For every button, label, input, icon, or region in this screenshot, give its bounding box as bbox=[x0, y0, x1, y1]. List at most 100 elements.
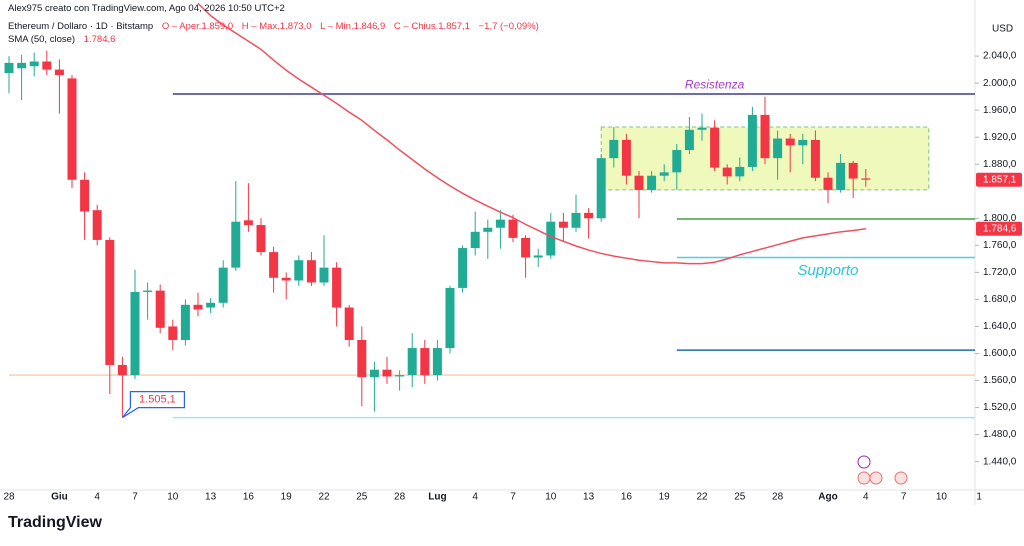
y-tick-label: 1.680,0 bbox=[983, 294, 1017, 305]
x-tick-label: 22 bbox=[318, 492, 330, 503]
y-tick-label: 1.600,0 bbox=[983, 348, 1017, 359]
candle-body bbox=[584, 212, 594, 219]
candle-body bbox=[533, 255, 543, 258]
price-tag-label: 1.857,1 bbox=[983, 174, 1017, 185]
candle-body bbox=[836, 162, 846, 190]
price-tag-label: 1.784,6 bbox=[983, 223, 1017, 234]
y-tick-label: 1.800,0 bbox=[983, 213, 1017, 224]
watermark: Alex975 creato con TradingView.com, Ago … bbox=[8, 3, 285, 14]
indicator-value: 1.784,6 bbox=[83, 34, 116, 45]
x-tick-label: 28 bbox=[394, 492, 406, 503]
candle-body bbox=[180, 304, 190, 340]
x-tick-label: 4 bbox=[94, 492, 100, 503]
x-tick-label: 19 bbox=[281, 492, 293, 503]
ohlc: C – Chius.1.857,1 bbox=[393, 21, 470, 32]
candle-body bbox=[218, 267, 228, 303]
indicator-line: SMA (50, close) 1.784,6 bbox=[8, 34, 121, 45]
annotation: Resistenza bbox=[685, 77, 745, 91]
candle-body bbox=[634, 175, 644, 190]
candle-body bbox=[29, 61, 39, 67]
x-tick-label: Ago bbox=[818, 492, 837, 503]
candle-body bbox=[344, 307, 354, 340]
candle-body bbox=[67, 78, 77, 180]
symbol-line: Ethereum / Dollaro · 1D · Bitstamp O – A… bbox=[8, 21, 545, 32]
candle-body bbox=[672, 150, 682, 173]
annotation: Supporto bbox=[798, 262, 859, 279]
candle-body bbox=[168, 326, 178, 340]
y-tick-label: 1.440,0 bbox=[983, 456, 1017, 467]
sma-line bbox=[197, 2, 866, 265]
candle-body bbox=[458, 248, 468, 288]
y-tick-label: 1.640,0 bbox=[983, 321, 1017, 332]
x-tick-label: 16 bbox=[621, 492, 633, 503]
candle-body bbox=[130, 291, 140, 376]
x-tick-label: Lug bbox=[428, 492, 446, 503]
candle-body bbox=[508, 219, 518, 238]
x-tick-label: 4 bbox=[472, 492, 478, 503]
x-tick-label: 10 bbox=[936, 492, 948, 503]
candle-body bbox=[420, 348, 430, 376]
candle-body bbox=[483, 227, 493, 232]
symbol: Ethereum / Dollaro · 1D · Bitstamp bbox=[8, 21, 154, 32]
indicator: SMA (50, close) bbox=[8, 34, 76, 45]
candle-body bbox=[848, 162, 858, 179]
candle-body bbox=[760, 114, 770, 159]
candle-body bbox=[722, 167, 732, 177]
candle-body bbox=[810, 139, 820, 178]
candle-body bbox=[773, 138, 783, 159]
y-tick-label: 1.760,0 bbox=[983, 240, 1017, 251]
x-tick-label: 10 bbox=[167, 492, 179, 503]
candle-body bbox=[407, 348, 417, 376]
x-tick-label: 7 bbox=[901, 492, 907, 503]
candle-body bbox=[596, 158, 606, 219]
y-tick-label: 1.560,0 bbox=[983, 375, 1017, 386]
candle-body bbox=[269, 252, 279, 278]
x-tick-label: 16 bbox=[243, 492, 255, 503]
candle-body bbox=[495, 219, 505, 228]
candle-body bbox=[571, 212, 581, 228]
y-tick-label: 2.040,0 bbox=[983, 51, 1017, 62]
candle-body bbox=[306, 260, 316, 283]
y-tick-label: 2.000,0 bbox=[983, 78, 1017, 89]
candle-body bbox=[470, 231, 480, 249]
candle-body bbox=[80, 179, 90, 212]
brand: TradingView bbox=[8, 514, 102, 531]
x-tick-label: 7 bbox=[510, 492, 516, 503]
x-tick-label: Giu bbox=[51, 492, 68, 503]
x-tick-label: 28 bbox=[772, 492, 784, 503]
candle-body bbox=[395, 375, 405, 377]
candle-body bbox=[369, 369, 379, 378]
candle-body bbox=[647, 175, 657, 190]
x-tick-label: 13 bbox=[205, 492, 217, 503]
candle-body bbox=[206, 302, 216, 308]
candle-body bbox=[521, 237, 531, 258]
x-tick-label: 25 bbox=[356, 492, 368, 503]
ohlc: H – Max.1.873,0 bbox=[241, 21, 312, 32]
candle-body bbox=[735, 166, 745, 177]
callout-label: 1.505,1 bbox=[139, 394, 176, 406]
ohlc: O – Aper.1.859,0 bbox=[161, 21, 234, 32]
candle-body bbox=[256, 225, 266, 253]
candle-body bbox=[659, 172, 669, 176]
candle-body bbox=[17, 62, 27, 69]
candle-body bbox=[294, 260, 304, 281]
y-tick-label: 1.720,0 bbox=[983, 267, 1017, 278]
candle-body bbox=[382, 369, 392, 377]
candle-body bbox=[684, 129, 694, 151]
x-tick-label: 4 bbox=[863, 492, 869, 503]
y-tick-label: 1.920,0 bbox=[983, 132, 1017, 143]
y-tick-label: 1.960,0 bbox=[983, 105, 1017, 116]
x-tick-label: 7 bbox=[132, 492, 138, 503]
candle-body bbox=[823, 177, 833, 190]
candle-body bbox=[785, 138, 795, 146]
candle-body bbox=[155, 290, 165, 328]
candle-body bbox=[861, 178, 871, 180]
candle-body bbox=[747, 114, 757, 167]
candle-body bbox=[432, 348, 442, 376]
x-tick-label: 22 bbox=[696, 492, 708, 503]
candle-body bbox=[445, 287, 455, 349]
x-tick-label: 13 bbox=[583, 492, 595, 503]
candle-body bbox=[231, 221, 241, 268]
callout-box bbox=[121, 391, 185, 419]
